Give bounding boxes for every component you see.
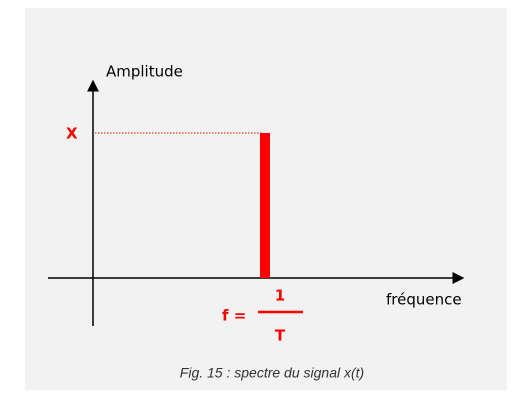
frequency-prefix: f = — [222, 307, 246, 325]
y-axis-label: Amplitude — [106, 63, 183, 81]
x-axis-label: fréquence — [386, 291, 462, 309]
caption: Fig. 15 : spectre du signal x(t) — [180, 365, 364, 381]
amplitude-label: X — [66, 125, 78, 143]
frequency-denominator: T — [275, 327, 286, 345]
frequency-numerator: 1 — [275, 287, 285, 305]
spectral-line — [260, 133, 270, 278]
